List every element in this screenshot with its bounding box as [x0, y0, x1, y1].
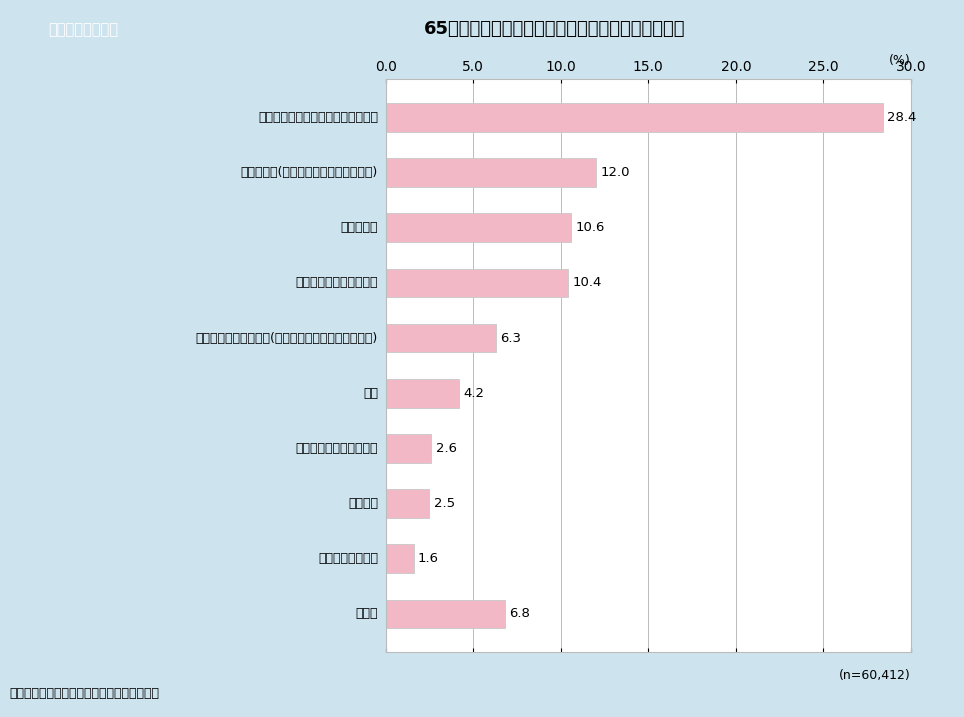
- Text: 28.4: 28.4: [887, 111, 917, 124]
- Text: パソコンなどの情報処理: パソコンなどの情報処理: [296, 277, 378, 290]
- Text: (n=60,412): (n=60,412): [840, 669, 911, 683]
- Bar: [386, 103, 883, 132]
- Bar: [386, 544, 414, 573]
- Text: 英語以外の外国語: 英語以外の外国語: [318, 552, 378, 565]
- Text: (%): (%): [889, 54, 911, 67]
- Bar: [386, 214, 572, 242]
- Text: 2.5: 2.5: [434, 497, 455, 510]
- Text: 4.2: 4.2: [464, 386, 485, 400]
- Text: 資料：総務省「令和３年社会生活基本調査」: 資料：総務省「令和３年社会生活基本調査」: [10, 687, 160, 701]
- Bar: [386, 269, 568, 298]
- Text: 家政・家事(料理・裁縫・家庭経営など): 家政・家事(料理・裁縫・家庭経営など): [241, 166, 378, 179]
- Text: 英語: 英語: [363, 386, 378, 400]
- Text: 12.0: 12.0: [601, 166, 629, 179]
- Bar: [386, 434, 431, 462]
- Text: その他: その他: [356, 607, 378, 620]
- Bar: [386, 158, 596, 187]
- Text: 1.6: 1.6: [418, 552, 439, 565]
- Bar: [386, 599, 505, 628]
- Text: 人文・社会・自然科学(歴史・経済・数学・生物など): 人文・社会・自然科学(歴史・経済・数学・生物など): [196, 331, 378, 345]
- Text: 10.6: 10.6: [576, 222, 605, 234]
- Text: 芸術・文化: 芸術・文化: [340, 222, 378, 234]
- Text: 図１－２－３－１: 図１－２－３－１: [48, 22, 118, 37]
- Bar: [386, 489, 429, 518]
- Text: 介護関係: 介護関係: [348, 497, 378, 510]
- Bar: [386, 379, 459, 407]
- Text: 2.6: 2.6: [436, 442, 457, 455]
- Text: 10.4: 10.4: [572, 277, 602, 290]
- Bar: [386, 324, 495, 353]
- Text: 65歳以上の者の参加している学習活動（複数回答）: 65歳以上の者の参加している学習活動（複数回答）: [423, 20, 685, 39]
- Text: 6.8: 6.8: [509, 607, 530, 620]
- Text: 何らかの学習活動に参加している者: 何らかの学習活動に参加している者: [258, 111, 378, 124]
- Text: 商業実務・ビジネス関係: 商業実務・ビジネス関係: [296, 442, 378, 455]
- Text: 6.3: 6.3: [500, 331, 522, 345]
